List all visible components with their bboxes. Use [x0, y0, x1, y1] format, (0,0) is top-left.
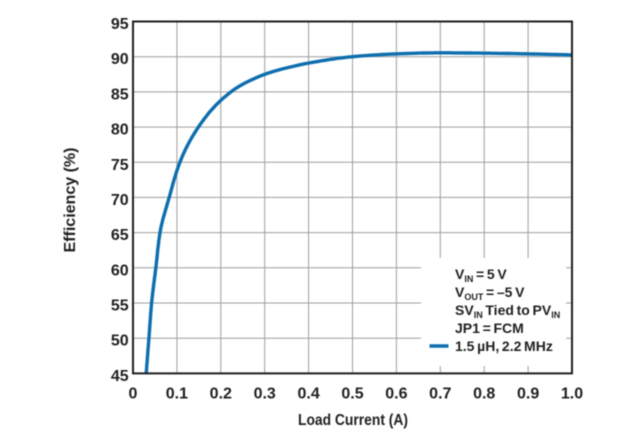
- svg-text:0.3: 0.3: [254, 386, 276, 403]
- svg-text:60: 60: [111, 262, 129, 279]
- svg-text:85: 85: [111, 86, 129, 103]
- svg-text:0.8: 0.8: [473, 386, 495, 403]
- svg-text:0.5: 0.5: [341, 386, 363, 403]
- svg-text:SVIN Tied to PVIN: SVIN Tied to PVIN: [455, 302, 560, 320]
- svg-text:Load Current (A): Load Current (A): [298, 412, 408, 429]
- svg-text:Efficiency (%): Efficiency (%): [62, 148, 79, 253]
- svg-text:1.5 µH, 2.2 MHz: 1.5 µH, 2.2 MHz: [455, 338, 553, 354]
- svg-text:1.0: 1.0: [561, 386, 583, 403]
- svg-text:95: 95: [111, 16, 129, 33]
- svg-text:0.6: 0.6: [385, 386, 407, 403]
- svg-text:VIN = 5 V: VIN = 5 V: [455, 266, 507, 284]
- svg-text:JP1 = FCM: JP1 = FCM: [455, 320, 524, 336]
- svg-text:0: 0: [129, 386, 138, 403]
- svg-text:65: 65: [111, 227, 129, 244]
- svg-text:45: 45: [111, 368, 129, 385]
- svg-text:75: 75: [111, 157, 129, 174]
- svg-text:55: 55: [111, 298, 129, 315]
- svg-text:0.2: 0.2: [210, 386, 232, 403]
- svg-text:90: 90: [111, 51, 129, 68]
- svg-text:0.4: 0.4: [297, 386, 319, 403]
- svg-text:0.1: 0.1: [166, 386, 188, 403]
- svg-text:70: 70: [111, 192, 129, 209]
- svg-text:0.9: 0.9: [517, 386, 539, 403]
- svg-text:80: 80: [111, 122, 129, 139]
- svg-text:50: 50: [111, 333, 129, 350]
- svg-text:0.7: 0.7: [429, 386, 451, 403]
